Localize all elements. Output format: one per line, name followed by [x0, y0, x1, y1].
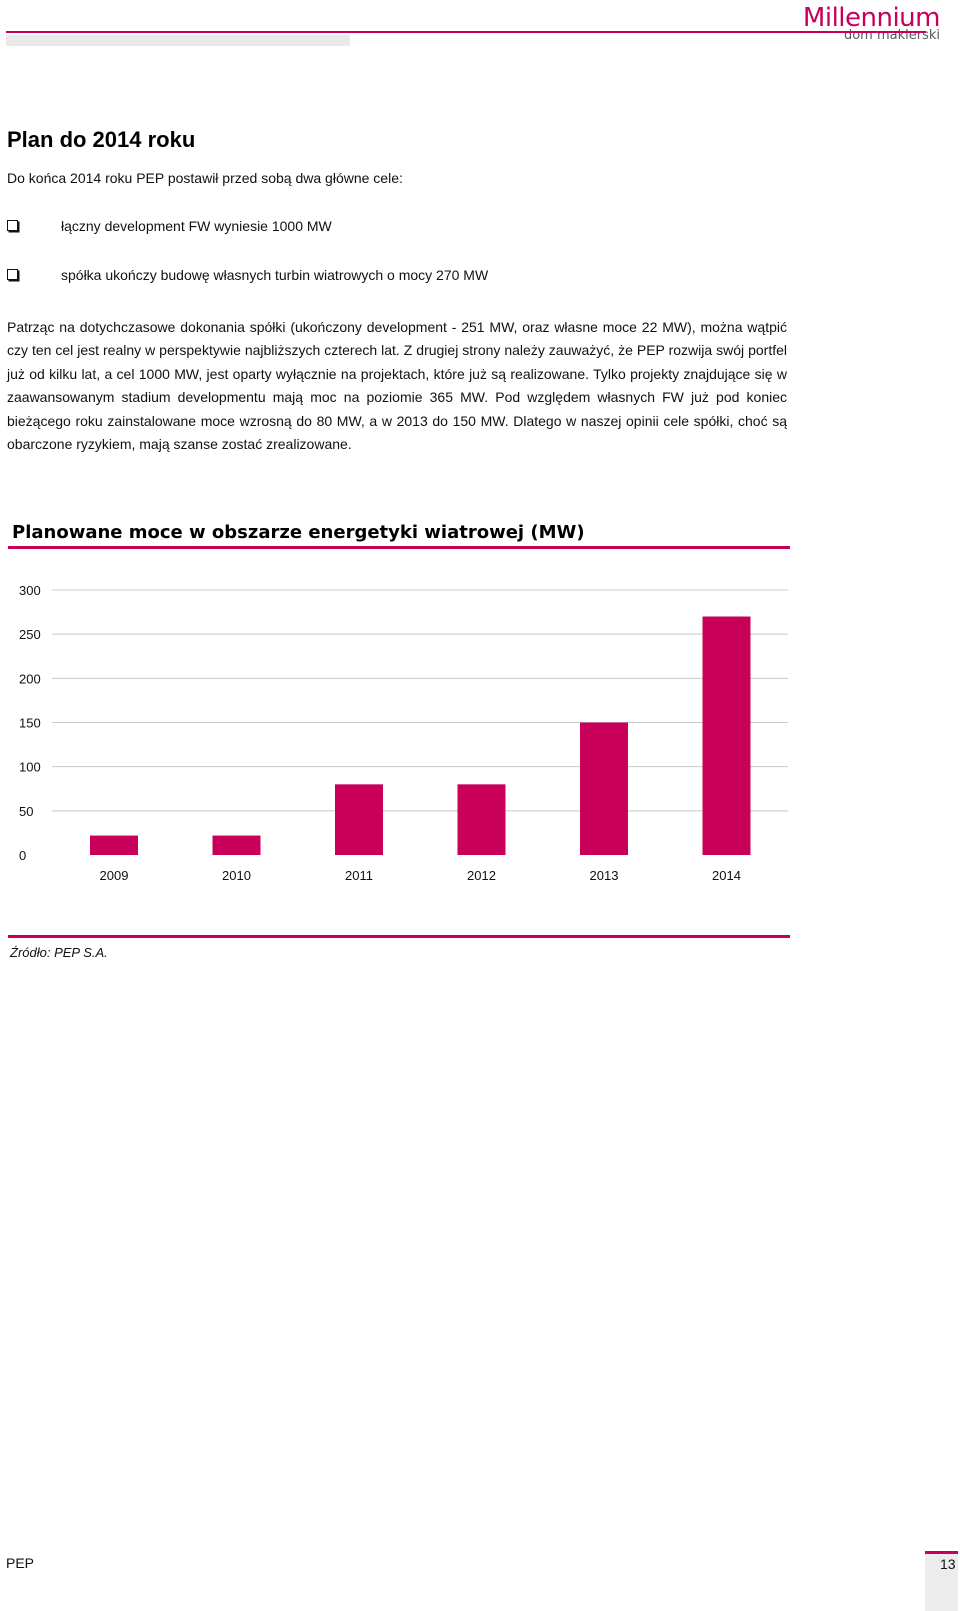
header-rule [6, 31, 926, 33]
chart-title-rule [8, 546, 790, 549]
page-number: 13 [940, 1556, 956, 1572]
bar-2014 [702, 616, 751, 855]
y-tick-label: 250 [19, 627, 41, 642]
bar-2013 [580, 722, 628, 855]
y-tick-label: 150 [19, 716, 41, 731]
y-tick-label: 50 [19, 804, 33, 819]
x-tick-label: 2013 [590, 868, 619, 883]
y-tick-label: 300 [19, 583, 41, 598]
footer-rule [925, 1551, 958, 1554]
header-grey-bar [6, 35, 350, 46]
source-note: Źródło: PEP S.A. [10, 945, 108, 960]
footer-company: PEP [6, 1555, 35, 1571]
source-rule [8, 935, 790, 938]
bullet-item: łączny development FW wyniesie 1000 MW [7, 218, 332, 234]
footer-page-box [925, 1554, 958, 1611]
section-title: Plan do 2014 roku [7, 127, 196, 152]
bar-2011 [335, 784, 383, 855]
x-tick-label: 2014 [712, 868, 741, 883]
bar-2009 [90, 835, 138, 855]
body-paragraph: Patrząc na dotychczasowe dokonania spółk… [7, 319, 787, 453]
x-tick-label: 2011 [345, 868, 373, 883]
x-tick-label: 2012 [467, 868, 496, 883]
checkbox-icon [7, 220, 18, 231]
y-tick-label: 100 [19, 760, 41, 775]
bar-chart: 0 50 100 150 200 250 300 2009 2010 2011 2012 2013 20… [19, 583, 788, 883]
y-tick-label: 200 [19, 671, 41, 686]
bullet-text: łączny development FW wyniesie 1000 MW [61, 217, 332, 234]
bar-2010 [212, 835, 261, 855]
bullet-item: spółka ukończy budowę własnych turbin wi… [7, 267, 488, 283]
x-tick-label: 2010 [222, 868, 251, 883]
x-tick-label: 2009 [100, 868, 129, 883]
checkbox-icon [7, 269, 18, 280]
intro-text: Do końca 2014 roku PEP postawił przed so… [7, 170, 403, 186]
bullet-text: spółka ukończy budowę własnych turbin wi… [61, 266, 489, 283]
millennium-logo: Millennium dom maklerski [802, 3, 941, 42]
y-tick-label: 0 [19, 848, 26, 863]
chart-title: Planowane moce w obszarze energetyki wia… [12, 522, 585, 543]
logo-name: Millennium [802, 3, 941, 33]
bar-2012 [457, 784, 506, 855]
